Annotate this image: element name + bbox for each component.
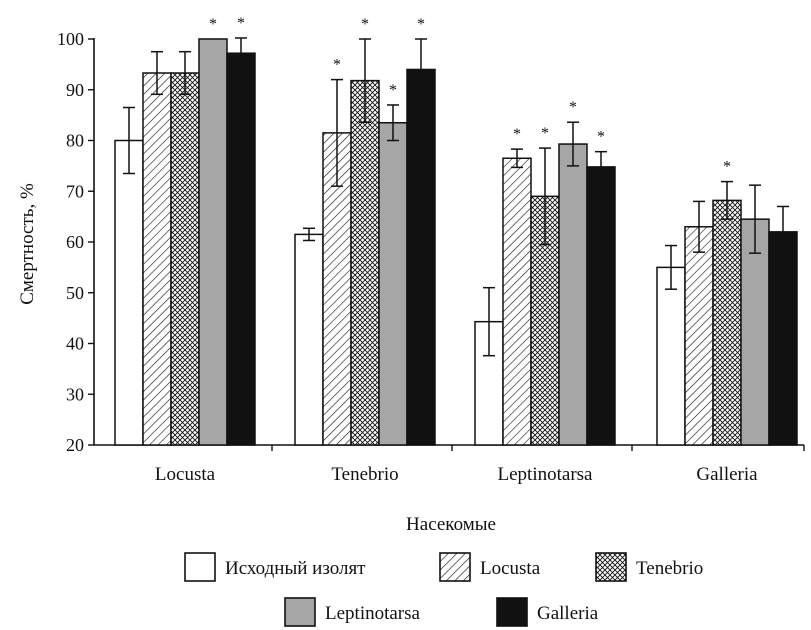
significance-marker: * <box>541 125 549 142</box>
y-tick-label: 100 <box>57 29 84 49</box>
bar-galleria-series-5 <box>768 231 798 446</box>
significance-marker: * <box>513 126 521 143</box>
x-category-labels: Locusta Tenebrio Leptinotarsa Galleria <box>155 464 758 485</box>
bar-leptinotarsa-series-4 <box>558 143 588 446</box>
significance-marker: * <box>723 159 731 176</box>
significance-markers: * * * * * * * * * * * <box>209 15 731 176</box>
bar-tenebrio-series-4 <box>378 121 408 446</box>
bar-locusta-series-1 <box>114 139 144 446</box>
error-bars <box>123 37 789 357</box>
significance-marker: * <box>209 16 217 33</box>
bar-tenebrio-series-3 <box>350 79 380 446</box>
x-category-label: Locusta <box>155 464 216 485</box>
y-axis-label: Смертность, % <box>17 183 38 305</box>
y-tick-label: 80 <box>66 131 84 151</box>
legend-label-1: Исходный изолят <box>225 558 366 579</box>
bar-tenebrio-series-5 <box>406 68 436 446</box>
legend-label-2: Locusta <box>480 558 541 579</box>
x-axis-label: Насекомые <box>406 514 496 535</box>
x-category-label: Galleria <box>696 464 758 485</box>
significance-marker: * <box>237 15 245 32</box>
y-tick-label: 60 <box>66 232 84 252</box>
legend-swatch-1 <box>184 552 216 582</box>
x-category-label: Leptinotarsa <box>498 464 594 485</box>
bar-locusta-series-4 <box>198 38 228 446</box>
bar-galleria-series-4 <box>740 218 770 446</box>
bar-leptinotarsa-series-2 <box>502 157 532 446</box>
bar-locusta-series-5 <box>226 52 256 446</box>
bar-galleria-series-2 <box>684 226 714 446</box>
y-tick-label: 50 <box>66 283 84 303</box>
legend-swatch-2 <box>439 552 471 582</box>
legend-label-4: Leptinotarsa <box>325 603 421 624</box>
significance-marker: * <box>333 57 341 74</box>
legend-label-5: Galleria <box>537 603 599 624</box>
y-tick-label: 40 <box>66 334 84 354</box>
bars <box>114 38 798 446</box>
y-tick-label: 20 <box>66 435 84 455</box>
x-category-label: Tenebrio <box>331 464 398 485</box>
legend-swatch-5 <box>496 597 528 627</box>
bar-galleria-series-1 <box>656 266 686 446</box>
legend-label-3: Tenebrio <box>636 558 703 579</box>
significance-marker: * <box>361 16 369 33</box>
bar-locusta-series-3 <box>170 72 200 446</box>
y-ticks: 20 30 40 50 60 70 80 90 100 <box>57 29 94 455</box>
legend: Исходный изолят Locusta Tenebrio Leptinotar… <box>184 552 703 627</box>
x-ticks <box>271 445 805 451</box>
bar-galleria-series-3 <box>712 199 742 446</box>
y-tick-label: 30 <box>66 384 84 404</box>
significance-marker: * <box>597 129 605 146</box>
y-tick-label: 90 <box>66 80 84 100</box>
y-tick-label: 70 <box>66 181 84 201</box>
significance-marker: * <box>417 16 425 33</box>
bar-leptinotarsa-series-5 <box>586 166 616 446</box>
significance-marker: * <box>569 99 577 116</box>
bar-tenebrio-series-1 <box>294 233 324 446</box>
bar-locusta-series-2 <box>142 72 172 446</box>
legend-swatch-3 <box>595 552 627 582</box>
significance-marker: * <box>389 82 397 99</box>
legend-swatch-4 <box>284 597 316 627</box>
